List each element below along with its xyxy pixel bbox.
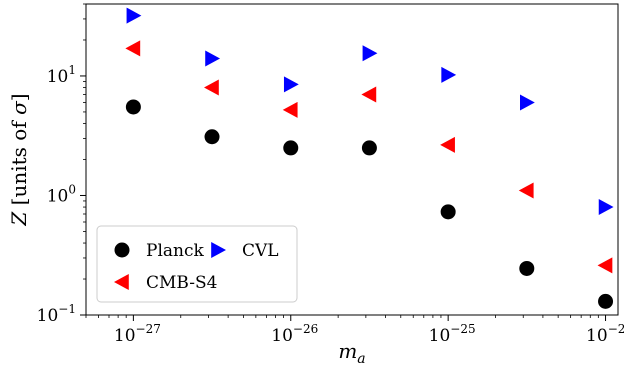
point-cvl-5 (519, 94, 535, 111)
point-cmb-s4-3 (361, 86, 377, 103)
x-tick-label-1: 10−26 (271, 322, 318, 346)
y-tick-label-0: 10−1 (37, 302, 76, 326)
point-cvl-1 (205, 50, 221, 67)
legend-marker-cvl (211, 242, 226, 258)
y-tick-label-2: 101 (47, 63, 76, 87)
point-planck-2 (283, 140, 299, 156)
x-tick-label-3-base: 10 (586, 326, 608, 346)
legend: Planck CMB-S4 CVL (96, 225, 298, 303)
x-tick-label-0-exp: −27 (136, 322, 161, 336)
x-tick-label-1-base: 10 (271, 326, 293, 346)
point-cvl-6 (598, 199, 614, 216)
y-tick-label-1: 100 (47, 182, 76, 206)
y-axis-label-close: ] (7, 93, 31, 101)
x-axis-label-base: m (338, 339, 357, 363)
y-tick-label-0-exp: −1 (58, 302, 76, 316)
x-tick-label-3: 10−24 (586, 322, 624, 346)
x-tick-label-2-base: 10 (429, 326, 451, 346)
legend-box (96, 225, 298, 303)
y-axis-label-var: Z (7, 211, 31, 227)
point-planck-1 (204, 129, 220, 145)
x-tick-label-2: 10−25 (429, 322, 476, 346)
data-points (125, 7, 614, 309)
x-tick-label-0-base: 10 (114, 326, 136, 346)
x-tick-label-3-exp: −24 (608, 322, 624, 336)
point-planck-4 (440, 204, 456, 220)
y-tick-label-2-base: 10 (47, 67, 69, 87)
point-planck-5 (519, 260, 535, 276)
legend-label-cvl: CVL (242, 241, 279, 261)
point-cmb-s4-6 (597, 257, 613, 274)
point-planck-3 (361, 140, 377, 156)
x-tick-label-1-exp: −26 (293, 322, 318, 336)
point-planck-0 (125, 99, 141, 115)
point-cvl-2 (283, 76, 299, 93)
point-cmb-s4-0 (125, 40, 141, 57)
point-cvl-0 (126, 7, 142, 24)
point-planck-6 (598, 293, 614, 309)
legend-marker-planck (114, 242, 130, 258)
point-cvl-3 (362, 45, 378, 62)
point-cmb-s4-2 (282, 101, 298, 118)
x-tick-label-0: 10−27 (114, 322, 161, 346)
legend-label-cmb-s4: CMB-S4 (146, 273, 217, 293)
point-cvl-4 (441, 66, 457, 83)
legend-label-planck: Planck (146, 241, 204, 261)
x-axis-label-sub: a (357, 351, 365, 367)
point-cmb-s4-4 (440, 136, 455, 153)
legend-marker-cmb-s4 (114, 274, 129, 290)
y-tick-label-2-exp: 1 (68, 63, 76, 77)
y-tick-label-0-base: 10 (37, 306, 59, 326)
point-cmb-s4-1 (204, 79, 219, 96)
x-axis-label: ma (338, 339, 365, 367)
y-tick-label-1-base: 10 (47, 186, 69, 206)
y-axis-label: Z [units of σ] (7, 93, 31, 226)
point-cmb-s4-5 (518, 182, 534, 199)
y-axis-label-text: [units of (7, 115, 31, 212)
x-tick-label-2-exp: −25 (450, 322, 475, 336)
y-tick-label-1-exp: 0 (68, 182, 76, 196)
y-axis-label-sigma: σ (7, 100, 31, 115)
